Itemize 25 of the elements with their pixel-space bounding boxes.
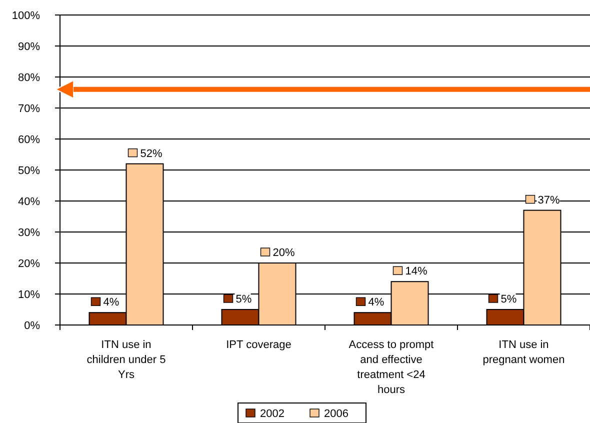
- y-tick-label: 90%: [18, 41, 40, 53]
- y-tick-label: 40%: [18, 196, 40, 208]
- data-label: 5%: [500, 294, 517, 306]
- data-label: 52%: [140, 148, 162, 160]
- data-label: 4%: [103, 296, 120, 309]
- x-tick-label: ITN use in children under 5 Yrs: [86, 339, 166, 381]
- y-tick-label: 0%: [24, 320, 40, 332]
- data-label: 14%: [405, 266, 428, 278]
- y-tick-label: 50%: [18, 165, 40, 177]
- y-tick-label: 60%: [18, 134, 40, 146]
- legend-label: 2006: [324, 408, 348, 420]
- y-tick-label: 10%: [18, 289, 40, 301]
- y-tick-label: 30%: [18, 227, 40, 239]
- y-tick-label: 20%: [18, 258, 40, 270]
- y-tick-label: 70%: [18, 103, 40, 115]
- data-label: 4%: [368, 296, 384, 309]
- legend-label: 2002: [260, 408, 284, 420]
- data-label: 37%: [538, 194, 560, 206]
- x-tick-label: Access to prompt and effective treatment <24 hours: [348, 339, 434, 396]
- data-label: 20%: [272, 247, 295, 259]
- x-tick-label: ITN use in pregnant women: [482, 339, 565, 366]
- y-tick-label: 100%: [12, 10, 40, 22]
- data-label: 5%: [236, 294, 252, 306]
- y-tick-label: 80%: [18, 72, 40, 84]
- x-tick-label: IPT coverage: [226, 339, 292, 351]
